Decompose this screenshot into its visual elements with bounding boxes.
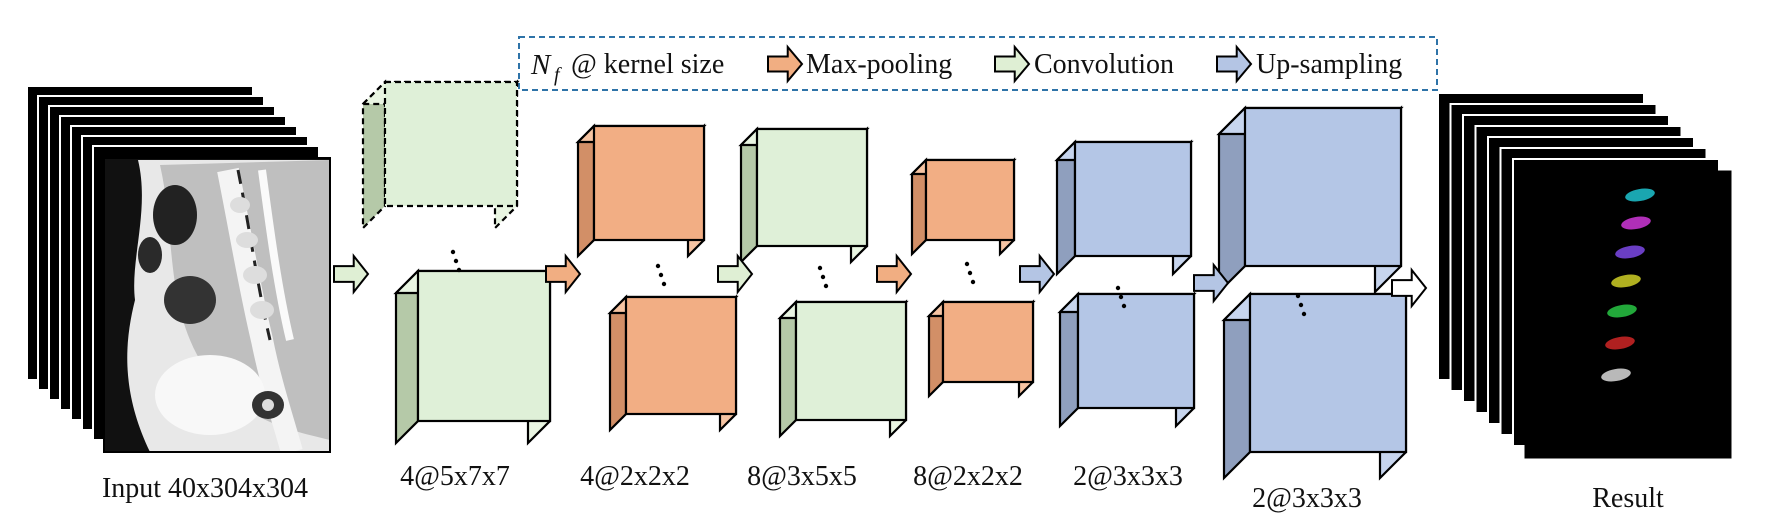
conv1-block-back-front-face — [383, 80, 519, 208]
vertebra-segment — [1607, 304, 1637, 318]
pool1-block-front — [607, 294, 739, 433]
legend-nf-subscript: f — [554, 64, 562, 86]
max-pooling-arrow-icon — [767, 44, 804, 84]
max-pooling-flow-arrow-icon — [876, 253, 913, 295]
ellipsis-dot — [1295, 293, 1301, 299]
legend-max-pooling-label: Max-pooling — [806, 49, 952, 80]
pool2-block-back — [909, 157, 1017, 257]
ellipsis-dot — [1298, 302, 1304, 308]
up2-block-front-side-face — [1222, 291, 1252, 481]
ellipsis-dot — [658, 272, 664, 278]
vertebra-segments — [1601, 188, 1655, 382]
ellipsis-dot — [964, 261, 970, 267]
vertebra-segment — [1615, 245, 1645, 259]
convolution-arrow-icon — [994, 44, 1031, 84]
up1-block-front — [1057, 291, 1197, 429]
input-label: Input 40x304x304 — [102, 473, 308, 504]
up2-block-front — [1221, 291, 1409, 481]
conv1-block-front-side-face — [394, 268, 420, 446]
pool2-block-front-front-face — [941, 300, 1035, 384]
result-image-stack — [1437, 92, 1732, 459]
ellipsis-dot — [1121, 303, 1127, 309]
pool1-block-back-side-face — [576, 123, 596, 259]
ellipsis-dot — [1118, 294, 1124, 300]
conv2-block-back-front-face — [755, 127, 869, 248]
up1-block-back-front-face — [1073, 140, 1193, 258]
ellipsis-dot — [450, 249, 456, 255]
pool1-block-front-side-face — [608, 294, 628, 433]
legend-border — [518, 36, 1438, 91]
convolution-flow-arrow-icon — [717, 253, 754, 295]
input-image-stack — [26, 85, 331, 453]
layer-label-conv2: 8@3x5x5 — [747, 461, 857, 492]
max-pooling-flow-arrow-icon — [545, 253, 582, 295]
legend-convolution-arrow-icon — [994, 44, 1031, 84]
ellipsis-dot — [655, 263, 661, 269]
ellipsis-dot — [453, 258, 459, 264]
conv2-block-back-side-face — [739, 126, 759, 265]
ellipsis-dot — [1115, 285, 1121, 291]
legend-max-pooling-arrow-icon — [767, 44, 804, 84]
legend-nf-symbol: N — [530, 49, 552, 81]
conv1-block-back — [360, 79, 520, 231]
up2-block-back — [1216, 105, 1404, 295]
ellipsis-dot — [456, 267, 462, 273]
ellipsis-dot — [1301, 311, 1307, 317]
conv2-block-front — [777, 299, 909, 439]
ellipsis-dot — [661, 281, 667, 287]
up-sampling-flow-arrow-icon — [1193, 262, 1230, 304]
legend: N f @ kernel size Max-pooling Convolutio… — [518, 36, 1438, 91]
ellipsis-dot — [823, 283, 829, 289]
layer-label-pool1: 4@2x2x2 — [580, 461, 690, 492]
conv2-block-front-side-face — [778, 299, 798, 439]
conv2-block-front-front-face — [794, 300, 908, 422]
conv1-block-front-front-face — [416, 269, 552, 423]
convolution-flow-arrow-icon — [333, 253, 370, 295]
pool1-block-back — [575, 123, 707, 259]
layer-label-conv1: 4@5x7x7 — [400, 461, 510, 492]
up1-block-front-side-face — [1058, 291, 1080, 429]
vertebra-segment — [1601, 368, 1631, 382]
legend-up-sampling-arrow-icon — [1216, 44, 1253, 84]
legend-kernel-size-text: @ kernel size — [571, 49, 724, 80]
vertebra-segment — [1621, 216, 1651, 230]
up1-block-front-front-face — [1076, 292, 1196, 410]
up1-block-back-side-face — [1055, 139, 1077, 277]
ellipsis-dot — [820, 274, 826, 280]
mri-slice-image — [104, 158, 330, 452]
layer-label-up2: 2@3x3x3 — [1252, 483, 1362, 514]
vertebra-segment — [1625, 188, 1655, 202]
ellipsis-dot — [967, 270, 973, 276]
layer-label-pool2: 8@2x2x2 — [913, 461, 1023, 492]
ellipsis-dot — [970, 279, 976, 285]
pool1-block-front-front-face — [624, 295, 738, 416]
conv1-block-front — [393, 268, 553, 446]
pool2-block-front — [926, 299, 1036, 399]
layer-label-up1: 2@3x3x3 — [1073, 461, 1183, 492]
up-sampling-flow-arrow-icon — [1019, 253, 1056, 295]
up-sampling-arrow-icon — [1216, 44, 1253, 84]
up2-block-back-front-face — [1243, 106, 1403, 268]
up2-block-back-side-face — [1217, 105, 1247, 295]
result-label: Result — [1592, 483, 1664, 514]
flow-arrows — [333, 253, 1428, 309]
legend-up-sampling-label: Up-sampling — [1256, 49, 1402, 80]
ellipsis-dot — [817, 265, 823, 271]
pool1-block-back-front-face — [592, 124, 706, 242]
vertebra-segment — [1611, 274, 1641, 288]
vertebra-segment — [1605, 336, 1635, 350]
conv2-block-back — [738, 126, 870, 265]
up1-block-back — [1054, 139, 1194, 277]
network-blocks — [360, 79, 1409, 481]
pool2-block-back-front-face — [924, 158, 1016, 242]
white-flow-arrow-icon — [1391, 267, 1428, 309]
up2-block-front-front-face — [1248, 292, 1408, 454]
legend-convolution-label: Convolution — [1034, 49, 1174, 80]
